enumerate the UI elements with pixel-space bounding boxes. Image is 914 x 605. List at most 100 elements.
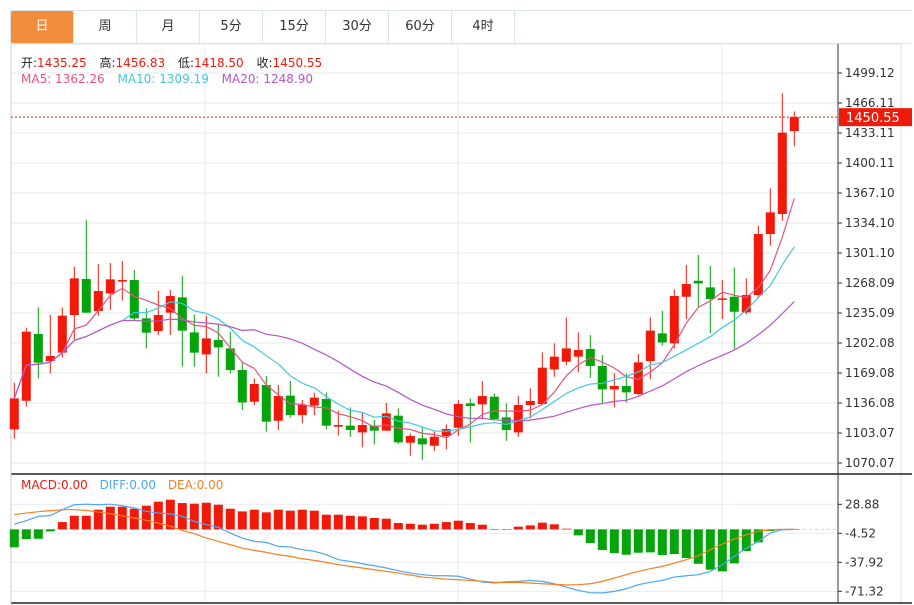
macd-bar xyxy=(297,509,307,530)
tab-15min[interactable]: 15分 xyxy=(263,11,326,43)
tab-month[interactable]: 月 xyxy=(137,11,200,43)
ma5-line xyxy=(13,198,795,439)
macd-bar xyxy=(261,512,271,530)
candle-body xyxy=(729,296,739,312)
macd-bar xyxy=(537,522,547,530)
axes: 1450.55 1499.12 1466.11 1433.11 1400.11 1367.… xyxy=(11,66,912,598)
dea-line xyxy=(14,509,795,586)
candle-body xyxy=(213,340,223,348)
candle-body xyxy=(189,332,199,353)
macd-bar xyxy=(633,529,643,553)
tab-4hour[interactable]: 4时 xyxy=(452,11,515,43)
macd-bar xyxy=(273,509,283,530)
diff-line xyxy=(14,503,795,594)
candle-body xyxy=(81,279,91,313)
price-tick-label: 1334.10 xyxy=(845,216,895,230)
candle-body xyxy=(405,436,415,443)
candle-body xyxy=(417,438,427,445)
ma-readout: MA5: 1362.26 MA10: 1309.19 MA20: 1248.90 xyxy=(21,72,313,86)
price-tick-label: 1169.08 xyxy=(845,366,895,380)
price-tick-label: 1136.08 xyxy=(845,396,895,410)
ma20-line xyxy=(13,301,795,422)
candle-body xyxy=(273,396,283,421)
candle-body xyxy=(57,315,67,353)
macd-bar xyxy=(477,524,487,530)
macd-bar xyxy=(69,515,79,530)
period-tabs: 日 周 月 5分 15分 30分 60分 4时 xyxy=(10,10,912,44)
tab-week[interactable]: 周 xyxy=(74,11,137,43)
macd-bar xyxy=(285,510,295,530)
candle-body xyxy=(549,356,559,370)
macd-bar xyxy=(489,529,499,530)
candle-body xyxy=(285,395,295,416)
candle-body xyxy=(789,117,799,132)
candle-body xyxy=(153,315,163,332)
macd-bar xyxy=(213,504,223,530)
macd-tick-label: 28.88 xyxy=(845,497,879,511)
tab-30min[interactable]: 30分 xyxy=(326,11,389,43)
macd-bar xyxy=(381,518,391,530)
candle-body xyxy=(141,318,151,333)
macd-bar xyxy=(753,529,763,543)
macd-bar xyxy=(597,529,607,551)
macd-bar xyxy=(465,523,475,530)
price-tick-label: 1499.12 xyxy=(845,66,895,80)
ma20-value: MA20: 1248.90 xyxy=(221,72,313,86)
tab-5min[interactable]: 5分 xyxy=(200,11,263,43)
macd-bar xyxy=(105,506,115,530)
candle-body xyxy=(609,386,619,390)
candle-body xyxy=(489,396,499,420)
candle-body xyxy=(33,334,43,363)
macd-bar xyxy=(549,524,559,530)
macd-bar xyxy=(309,510,319,530)
candle-body xyxy=(453,404,463,428)
candle-body xyxy=(597,366,607,390)
candle-body xyxy=(465,403,475,407)
candle-body xyxy=(381,413,391,431)
candle-body xyxy=(261,385,271,422)
macd-bar xyxy=(81,515,91,530)
candle-body xyxy=(765,212,775,235)
macd-bar xyxy=(453,520,463,530)
last-price-label: 1450.55 xyxy=(846,111,900,126)
close-value: 1450.55 xyxy=(272,56,323,70)
macd-bar xyxy=(249,509,259,530)
ma10-line xyxy=(13,246,795,432)
macd-bar xyxy=(645,529,655,553)
candle-body xyxy=(525,401,535,406)
price-tick-label: 1466.11 xyxy=(845,96,895,110)
macd-bar xyxy=(669,529,679,555)
macd-bar xyxy=(345,515,355,530)
candle-body xyxy=(249,384,259,402)
candle-body xyxy=(777,132,787,215)
macd-bar xyxy=(417,524,427,530)
tab-day[interactable]: 日 xyxy=(11,11,74,43)
macd-bar xyxy=(561,528,571,530)
candle-body xyxy=(537,367,547,405)
price-tick-label: 1103.07 xyxy=(845,426,895,440)
diff-value: DIFF:0.00 xyxy=(99,478,156,492)
macd-bar xyxy=(525,525,535,530)
candle-body xyxy=(345,425,355,431)
candle-body xyxy=(177,297,187,331)
candle-body xyxy=(321,399,331,426)
macd-readout: MACD:0.00 DIFF:0.00 DEA:0.00 xyxy=(21,478,223,492)
dea-value: DEA:0.00 xyxy=(167,478,224,492)
macd-bar xyxy=(225,508,235,530)
price-tick-label: 1070.07 xyxy=(845,456,895,470)
macd-bar xyxy=(681,529,691,559)
macd-bar xyxy=(129,508,139,530)
macd-value: MACD:0.00 xyxy=(21,478,88,492)
macd-bar xyxy=(141,505,151,530)
candle-body xyxy=(741,295,751,313)
tab-60min[interactable]: 60分 xyxy=(389,11,452,43)
macd-bar xyxy=(201,502,211,530)
macd-bar xyxy=(153,501,163,530)
ohlc-readout: 开:1435.25 高:1456.83 低:1418.50 收:1450.55 xyxy=(21,54,331,71)
price-tick-label: 1202.08 xyxy=(845,336,895,350)
candle-body xyxy=(717,298,727,300)
candles xyxy=(9,93,799,461)
candle-body xyxy=(693,280,703,284)
price-tick-label: 1301.10 xyxy=(845,246,895,260)
